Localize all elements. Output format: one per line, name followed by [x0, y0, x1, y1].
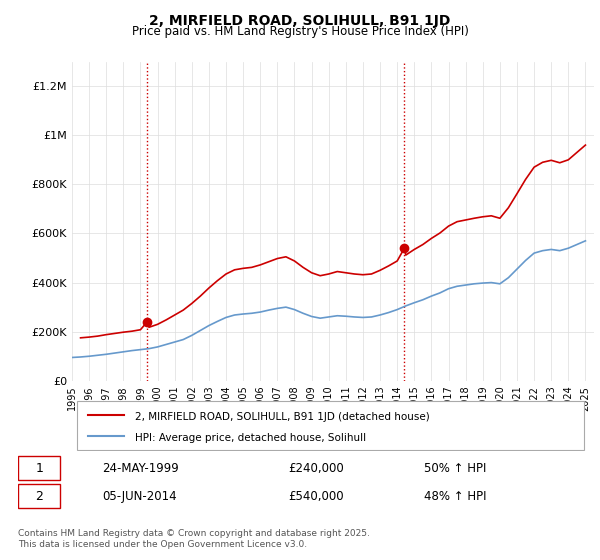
Text: 05-JUN-2014: 05-JUN-2014: [103, 489, 177, 503]
FancyBboxPatch shape: [77, 402, 584, 450]
Text: £540,000: £540,000: [289, 489, 344, 503]
Text: £240,000: £240,000: [289, 461, 344, 475]
Text: Contains HM Land Registry data © Crown copyright and database right 2025.
This d: Contains HM Land Registry data © Crown c…: [18, 529, 370, 549]
FancyBboxPatch shape: [18, 484, 60, 508]
Text: Price paid vs. HM Land Registry's House Price Index (HPI): Price paid vs. HM Land Registry's House …: [131, 25, 469, 38]
Text: 50% ↑ HPI: 50% ↑ HPI: [424, 461, 487, 475]
Text: 24-MAY-1999: 24-MAY-1999: [103, 461, 179, 475]
Text: 2, MIRFIELD ROAD, SOLIHULL, B91 1JD (detached house): 2, MIRFIELD ROAD, SOLIHULL, B91 1JD (det…: [134, 412, 430, 422]
Text: HPI: Average price, detached house, Solihull: HPI: Average price, detached house, Soli…: [134, 433, 366, 443]
Text: 1: 1: [35, 461, 43, 475]
Text: 48% ↑ HPI: 48% ↑ HPI: [424, 489, 487, 503]
FancyBboxPatch shape: [18, 456, 60, 480]
Text: 2, MIRFIELD ROAD, SOLIHULL, B91 1JD: 2, MIRFIELD ROAD, SOLIHULL, B91 1JD: [149, 14, 451, 28]
Text: 2: 2: [35, 489, 43, 503]
